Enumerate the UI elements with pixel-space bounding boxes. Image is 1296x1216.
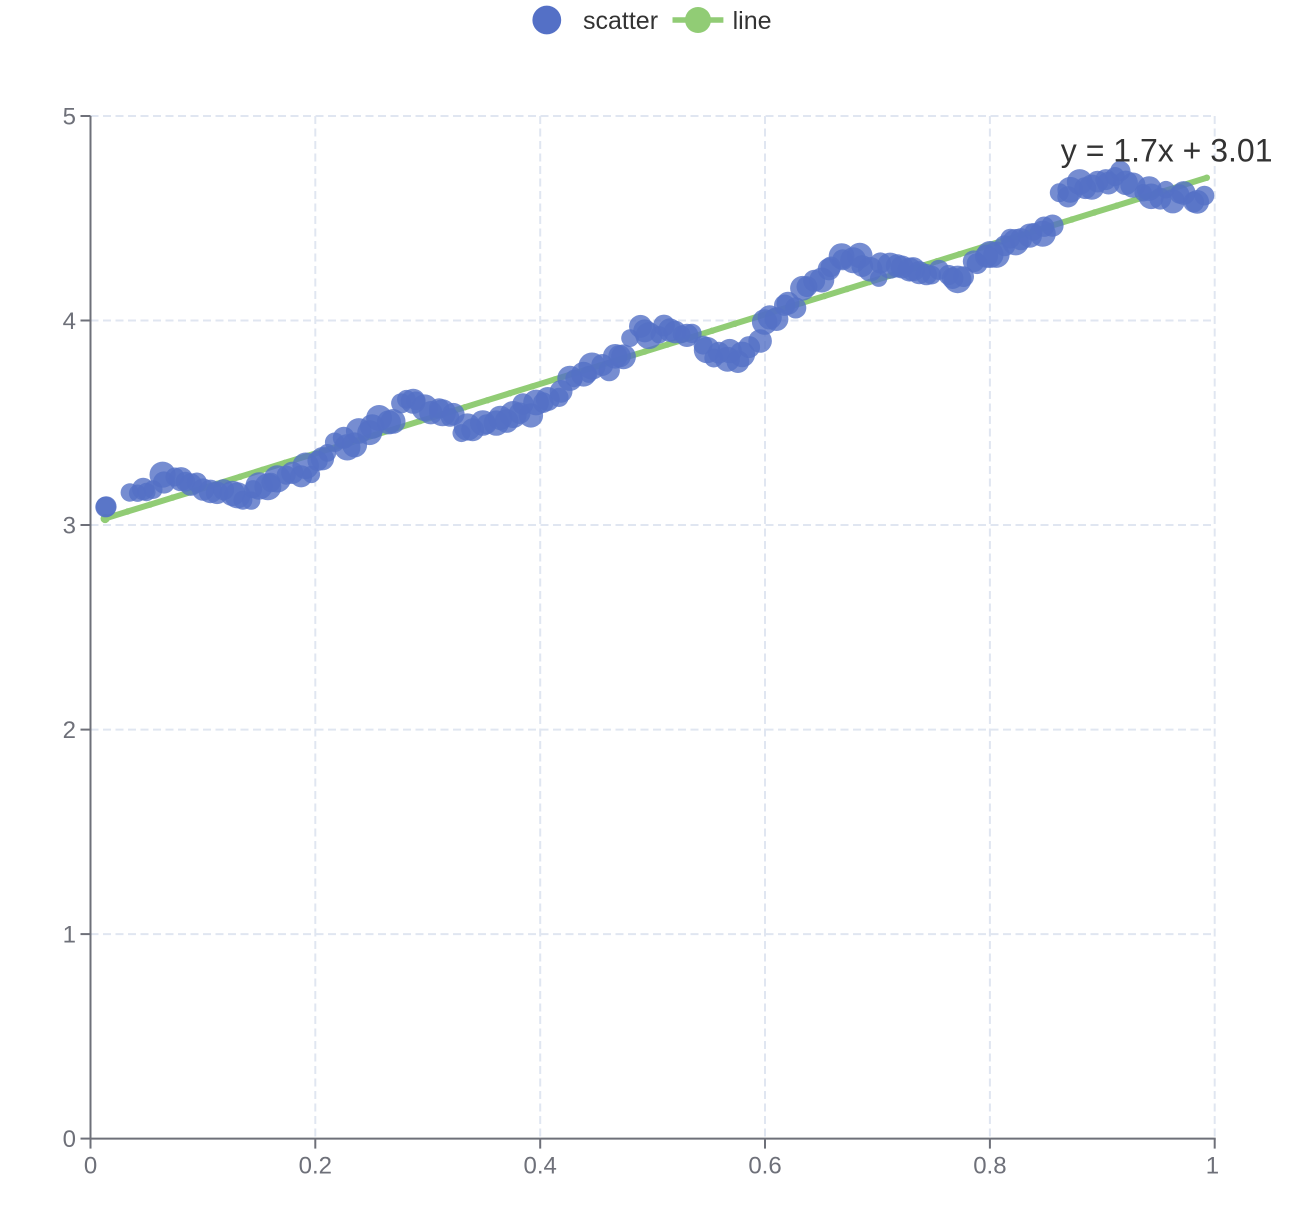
svg-text:0: 0 bbox=[63, 1126, 76, 1153]
svg-text:5: 5 bbox=[63, 104, 76, 131]
svg-text:0.4: 0.4 bbox=[524, 1153, 557, 1180]
svg-text:0.8: 0.8 bbox=[973, 1153, 1006, 1180]
svg-text:4: 4 bbox=[63, 308, 76, 335]
svg-text:1: 1 bbox=[1206, 1153, 1219, 1180]
svg-text:0.2: 0.2 bbox=[299, 1153, 332, 1180]
svg-text:3: 3 bbox=[63, 513, 76, 540]
svg-text:y = 1.7x + 3.01: y = 1.7x + 3.01 bbox=[1061, 133, 1273, 169]
svg-text:0: 0 bbox=[84, 1153, 97, 1180]
svg-text:1: 1 bbox=[63, 922, 76, 949]
svg-text:2: 2 bbox=[63, 717, 76, 744]
svg-text:line: line bbox=[733, 7, 772, 35]
svg-text:scatter: scatter bbox=[583, 7, 658, 35]
svg-text:0.6: 0.6 bbox=[748, 1153, 781, 1180]
